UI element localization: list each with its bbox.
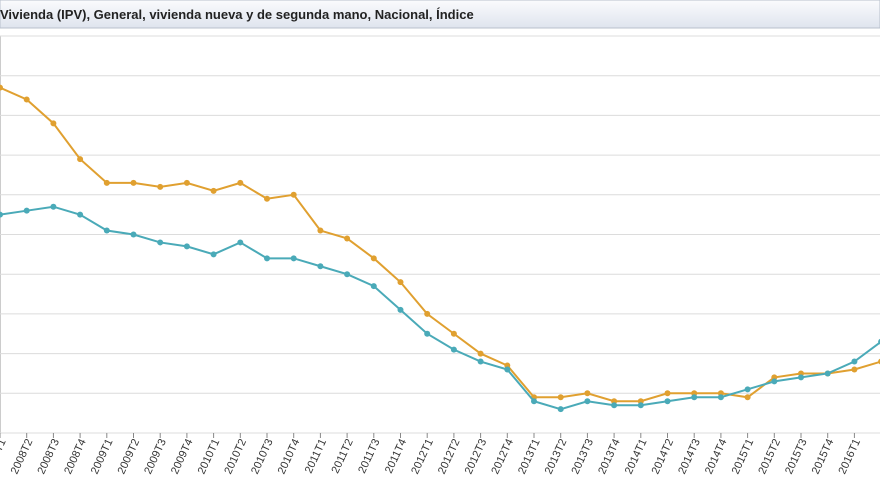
x-tick-label: 2012T3	[463, 437, 490, 476]
data-point	[237, 239, 244, 246]
data-point	[370, 283, 377, 290]
data-point	[664, 390, 671, 397]
data-point	[183, 243, 190, 250]
data-point	[637, 402, 644, 409]
x-tick-label: 2010T3	[249, 437, 276, 476]
data-point	[50, 120, 57, 127]
data-point	[424, 310, 431, 317]
data-point	[557, 406, 564, 413]
data-point	[103, 179, 110, 186]
data-point	[317, 263, 324, 270]
chart-title: Vivienda (IPV), General, vivienda nueva …	[0, 7, 474, 22]
data-point	[23, 96, 30, 103]
x-tick-label: 2013T3	[569, 437, 596, 476]
data-point	[798, 374, 804, 381]
data-point	[210, 187, 217, 194]
x-tick-label: 2011T2	[330, 437, 356, 475]
data-point	[290, 191, 297, 198]
data-point	[771, 378, 778, 385]
data-point	[584, 398, 591, 405]
data-point	[130, 231, 137, 238]
x-tick-label: 2016T1	[836, 437, 863, 476]
x-tick-label: 2011T4	[383, 437, 409, 475]
x-tick-label: 2009T1	[89, 437, 116, 476]
data-point	[103, 227, 110, 234]
data-point	[477, 358, 484, 365]
data-point	[317, 227, 324, 234]
data-point	[237, 179, 244, 186]
data-point	[77, 156, 84, 163]
x-tick-label: 2015T4	[810, 437, 837, 476]
x-tick-label: 2014T1	[623, 437, 650, 476]
data-point	[344, 235, 351, 242]
data-point	[691, 394, 698, 401]
x-tick-label: 2008T2	[9, 437, 36, 476]
data-point	[0, 211, 3, 218]
data-point	[450, 330, 457, 337]
data-point	[344, 271, 351, 278]
x-tick-label: 2012T2	[436, 437, 463, 476]
title-bar	[0, 0, 880, 29]
data-point	[0, 84, 3, 91]
data-point	[370, 255, 377, 262]
x-tick-label: 2009T4	[169, 437, 196, 476]
data-point	[77, 211, 84, 218]
x-tick-label: 2015T2	[756, 437, 783, 476]
data-point	[744, 386, 751, 393]
data-point	[450, 346, 457, 353]
series-line	[0, 86, 880, 403]
data-point	[611, 402, 618, 409]
data-point	[717, 394, 724, 401]
data-point	[664, 398, 671, 405]
x-tick-label: 2010T2	[222, 437, 249, 476]
data-point	[264, 255, 270, 262]
x-tick-label: 2011T1	[303, 437, 329, 475]
x-tick-label: 2011T3	[356, 437, 382, 475]
x-tick-label: 2008T4	[62, 437, 89, 476]
x-tick-label: 2012T4	[489, 437, 516, 476]
x-tick-label: 2010T1	[196, 437, 223, 476]
data-point	[424, 330, 431, 337]
x-tick-label: 2014T2	[650, 437, 677, 476]
data-point	[183, 179, 190, 186]
x-tick-label: 2010T4	[276, 437, 303, 476]
series-line	[0, 205, 880, 411]
data-point	[23, 207, 30, 214]
x-tick-label: 2015T3	[783, 437, 810, 476]
data-point	[50, 203, 57, 210]
data-point	[397, 279, 404, 286]
x-tick-label: 2009T2	[116, 437, 143, 476]
data-point	[477, 350, 484, 357]
x-tick-label: 2012T1	[409, 437, 436, 476]
data-point	[130, 179, 137, 186]
data-point	[584, 390, 591, 397]
data-point	[851, 366, 858, 373]
x-tick-label: 2013T4	[596, 437, 623, 476]
x-tick-label: 2013T2	[543, 437, 570, 476]
data-point	[851, 358, 858, 365]
data-point	[557, 394, 564, 401]
x-tick-label: 2014T4	[703, 437, 730, 476]
data-point	[157, 239, 164, 246]
x-tick-label: 2008T1	[0, 437, 9, 476]
x-tick-label: 2008T3	[35, 437, 62, 476]
x-tick-label: 2013T1	[516, 437, 543, 476]
data-point	[744, 394, 751, 401]
x-tick-label: 2015T1	[730, 437, 757, 476]
data-point	[290, 255, 297, 262]
data-point	[397, 306, 404, 313]
data-point	[504, 366, 511, 373]
data-point	[157, 183, 164, 190]
data-point	[531, 398, 537, 405]
x-tick-label: 2014T3	[676, 437, 703, 476]
data-point	[264, 195, 270, 202]
data-point	[210, 251, 217, 258]
data-point	[824, 370, 831, 377]
x-tick-label: 2009T3	[142, 437, 169, 476]
